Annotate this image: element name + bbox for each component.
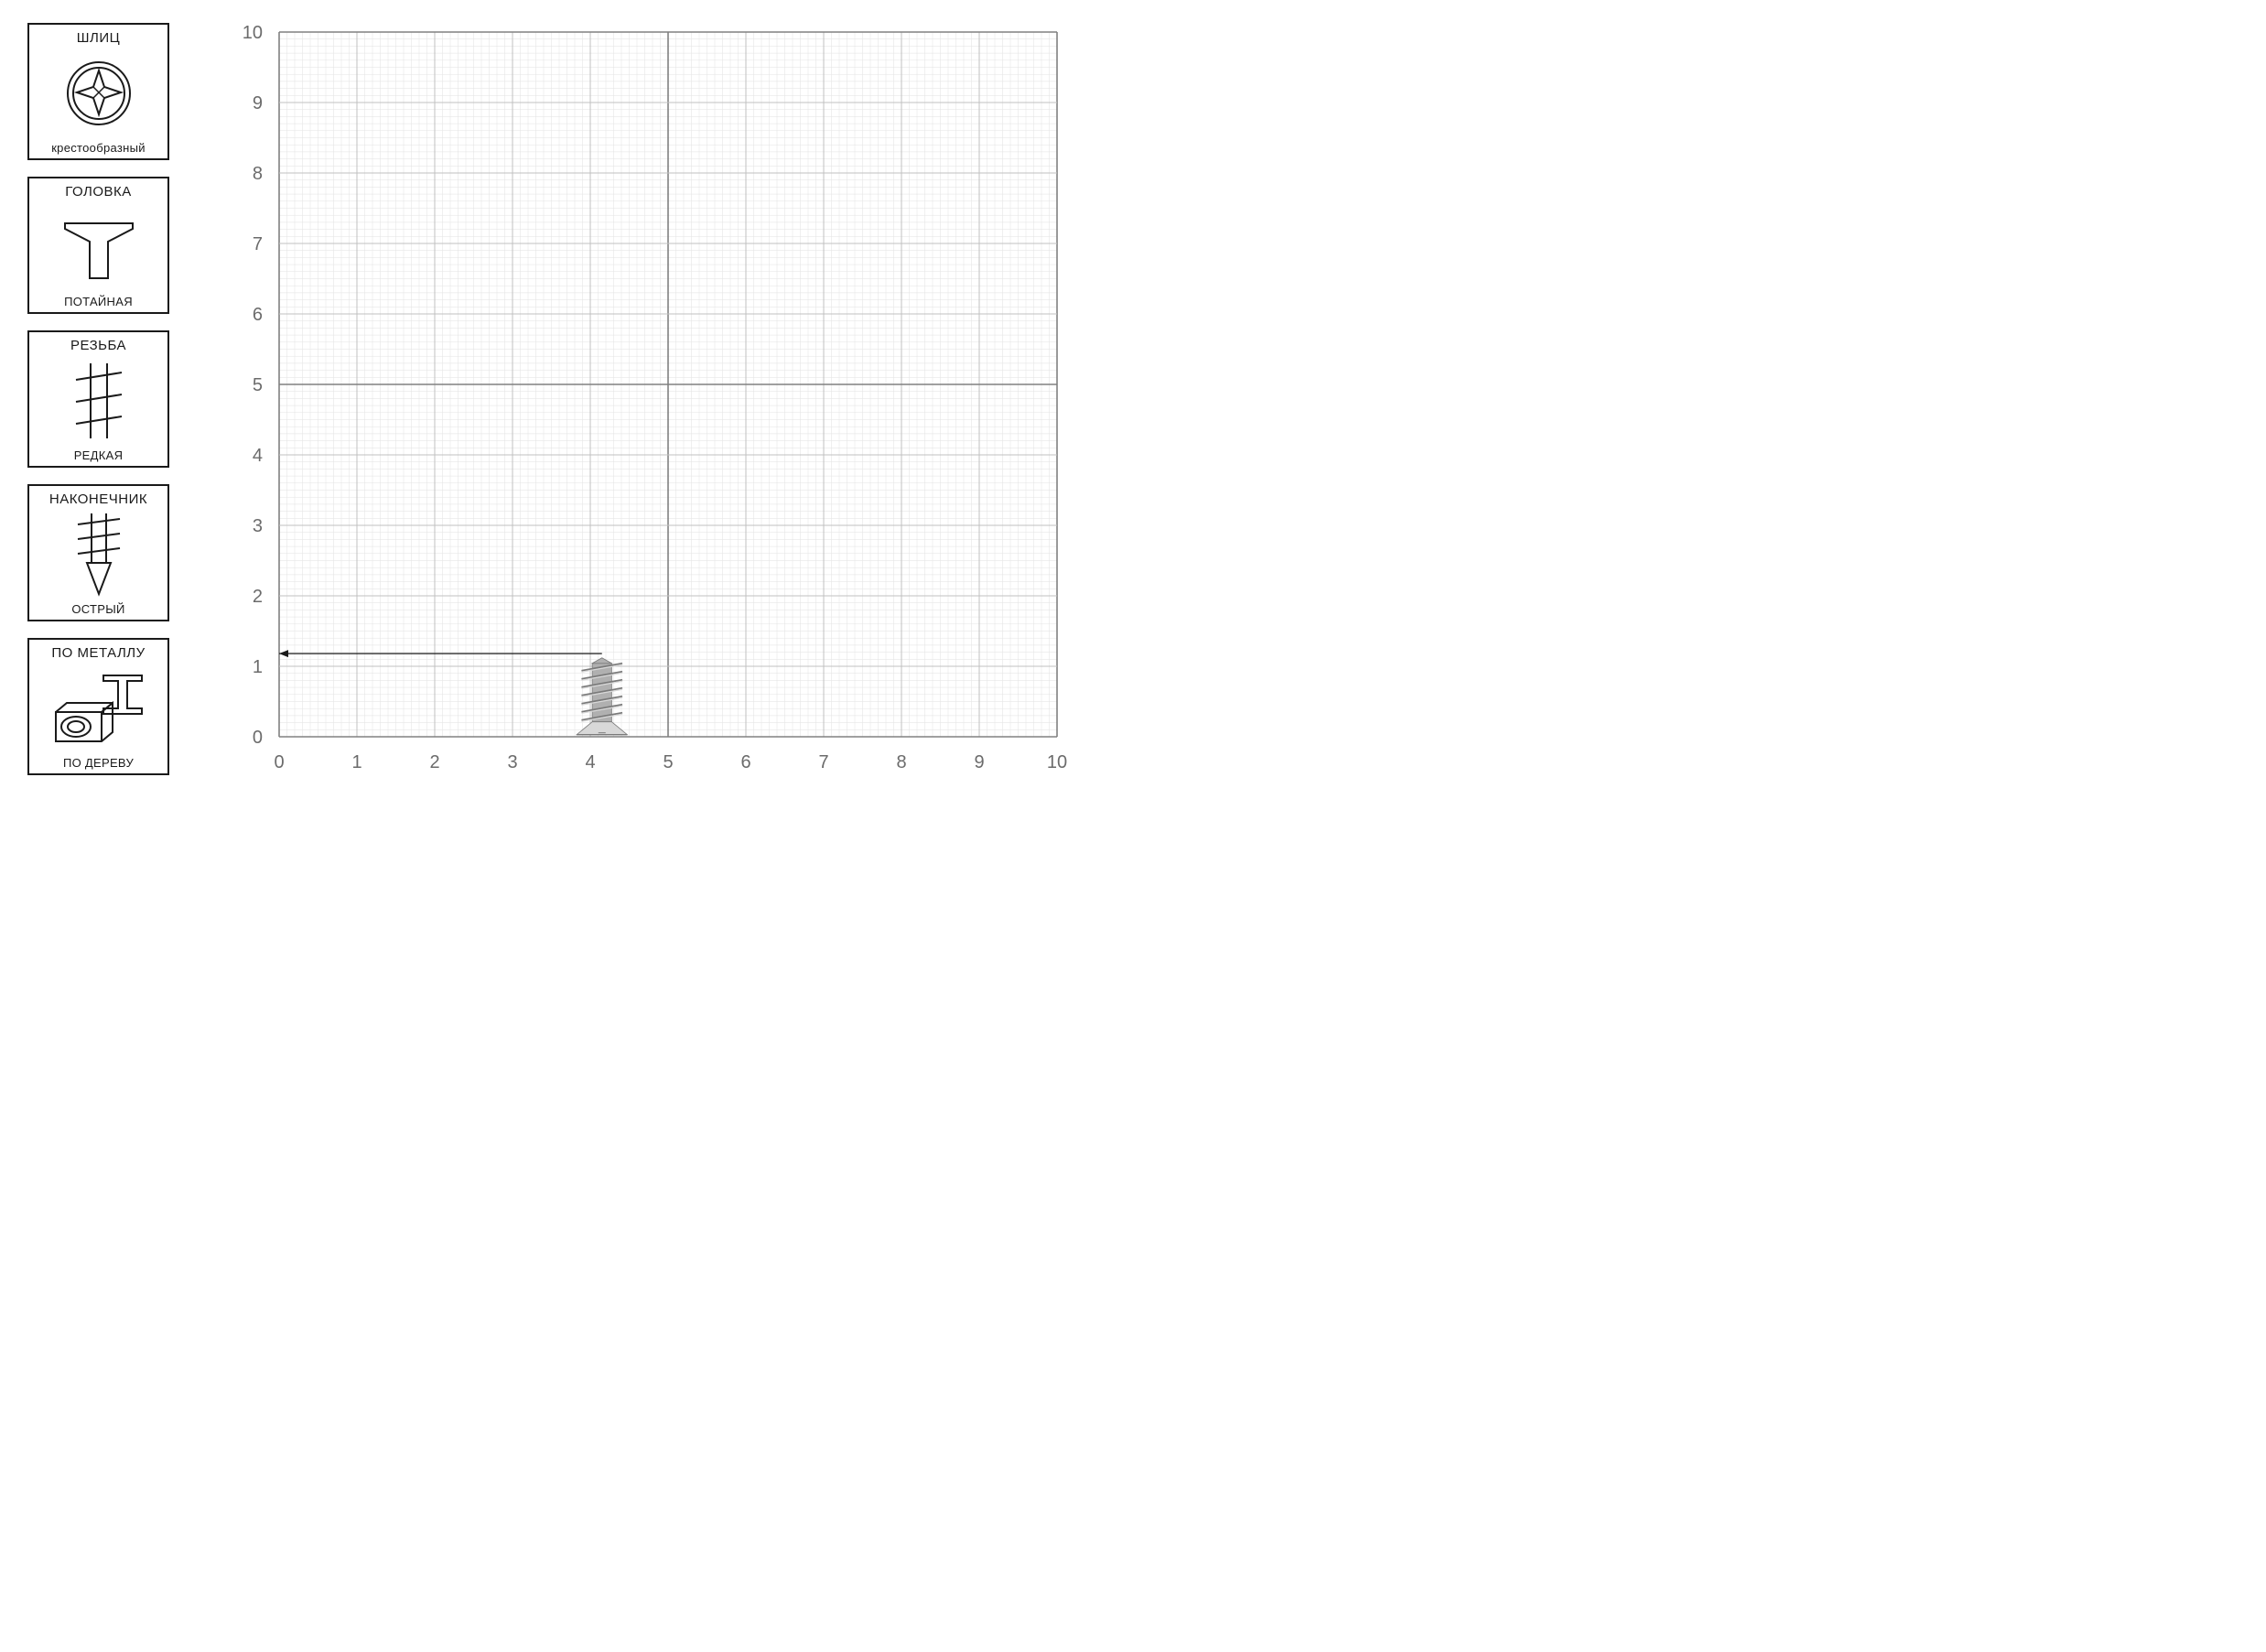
svg-text:8: 8 — [896, 752, 906, 772]
grid-svg: 0 1 2 3 4 5 6 7 8 9 10 0 1 2 3 4 5 6 7 8 9 10 — [215, 23, 1075, 801]
metal-wood-icon — [33, 661, 164, 756]
card-title: ГОЛОВКА — [65, 184, 132, 200]
svg-text:4: 4 — [253, 446, 263, 466]
svg-text:9: 9 — [974, 752, 984, 772]
card-shlits: ШЛИЦ крестообразный — [27, 23, 169, 160]
coarse-thread-icon — [33, 353, 164, 448]
svg-text:5: 5 — [253, 375, 263, 395]
card-sub: РЕДКАЯ — [74, 448, 124, 462]
card-golovka: ГОЛОВКА ПОТАЙНАЯ — [27, 177, 169, 314]
phillips-icon — [33, 46, 164, 141]
card-title: ПО МЕТАЛЛУ — [51, 645, 145, 661]
svg-text:10: 10 — [1047, 752, 1067, 772]
measurement-chart: 0 1 2 3 4 5 6 7 8 9 10 0 1 2 3 4 5 6 7 8 9 10 — [215, 23, 1075, 801]
svg-text:7: 7 — [818, 752, 828, 772]
card-sub: ПО ДЕРЕВУ — [63, 756, 134, 770]
svg-text:0: 0 — [274, 752, 284, 772]
svg-text:1: 1 — [253, 657, 263, 677]
svg-text:2: 2 — [253, 587, 263, 607]
svg-text:4: 4 — [585, 752, 595, 772]
svg-text:3: 3 — [507, 752, 517, 772]
svg-text:0: 0 — [253, 728, 263, 748]
svg-text:3: 3 — [253, 516, 263, 536]
card-title: НАКОНЕЧНИК — [49, 491, 147, 507]
card-rezba: РЕЗЬБА РЕДКАЯ — [27, 330, 169, 468]
svg-text:10: 10 — [243, 23, 263, 43]
card-material: ПО МЕТАЛЛУ ПО ДЕРЕ — [27, 638, 169, 775]
card-title: ШЛИЦ — [77, 30, 120, 46]
countersunk-icon — [33, 200, 164, 295]
card-nakonechnik: НАКОНЕЧНИК ОСТРЫЙ — [27, 484, 169, 621]
svg-text:2: 2 — [429, 752, 439, 772]
svg-text:5: 5 — [663, 752, 673, 772]
spec-sidebar: ШЛИЦ крестообразный ГОЛОВКА ПОТАЙНАЯ — [27, 23, 169, 801]
card-sub: ОСТРЫЙ — [71, 602, 124, 616]
sharp-tip-icon — [33, 507, 164, 602]
svg-text:9: 9 — [253, 93, 263, 113]
svg-text:1: 1 — [351, 752, 361, 772]
svg-text:8: 8 — [253, 164, 263, 184]
card-sub: ПОТАЙНАЯ — [64, 295, 133, 308]
svg-text:7: 7 — [253, 234, 263, 254]
svg-text:6: 6 — [740, 752, 750, 772]
card-sub: крестообразный — [51, 141, 146, 155]
svg-text:6: 6 — [253, 305, 263, 325]
card-title: РЕЗЬБА — [70, 338, 126, 353]
